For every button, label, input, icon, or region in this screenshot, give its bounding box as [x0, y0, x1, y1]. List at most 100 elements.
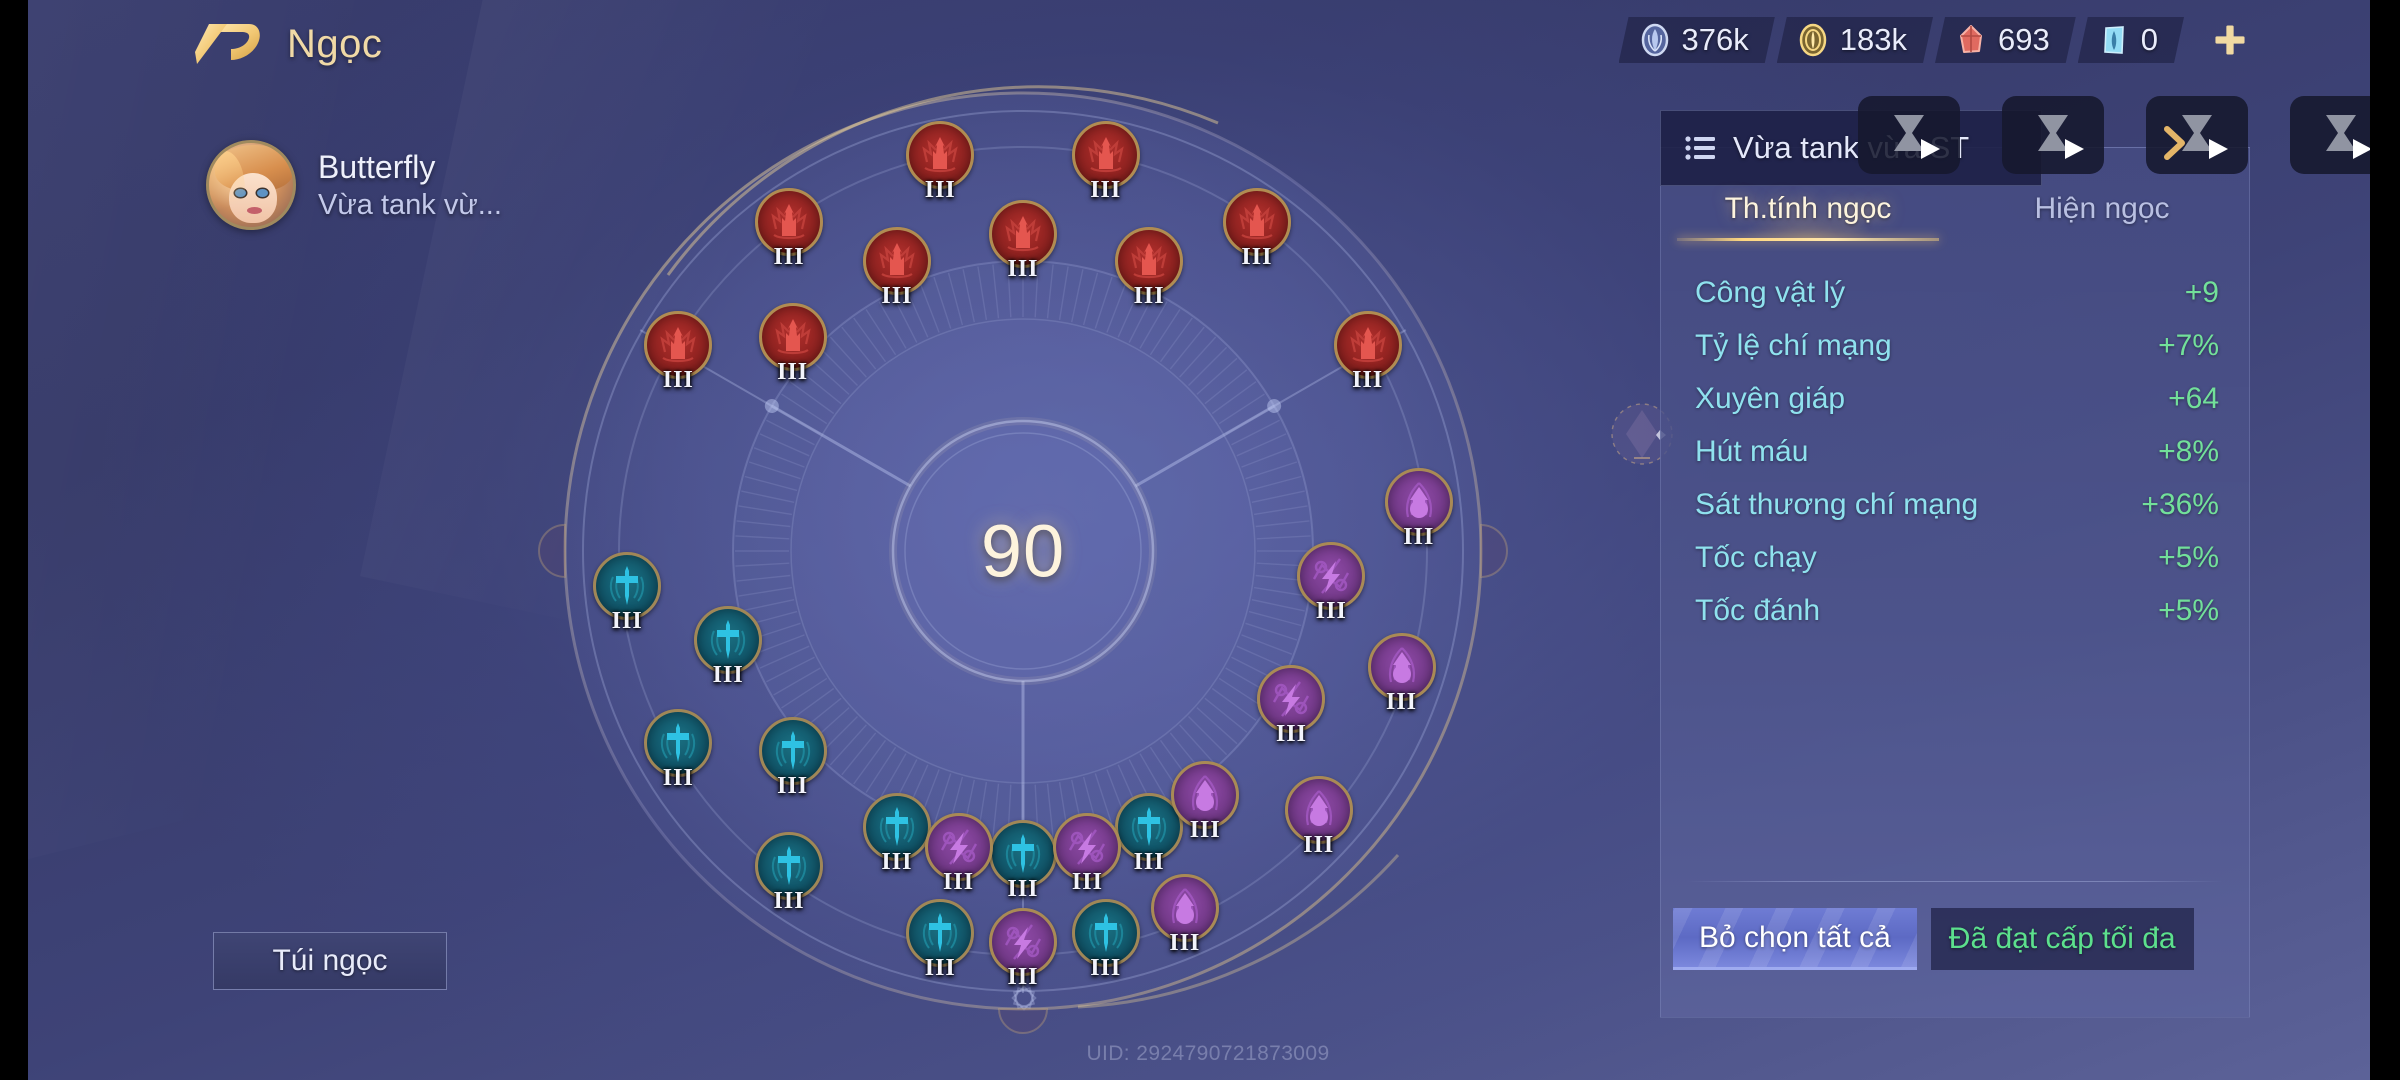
header-bar: Ngọc 376k: [28, 0, 2370, 96]
currency-blue-ticket[interactable]: 0: [2078, 17, 2184, 63]
sword-icon: [1071, 899, 1140, 968]
gem-purple-25[interactable]: III: [1168, 760, 1242, 843]
gem-purple-23[interactable]: III: [1282, 776, 1356, 858]
gem-level-label: III: [924, 176, 956, 203]
flame-icon: [755, 188, 824, 256]
currency-red-crystal[interactable]: 693: [1935, 17, 2076, 63]
gem-cyan-14[interactable]: III: [903, 899, 977, 981]
gem-level-label: III: [611, 607, 643, 634]
video-button[interactable]: [2290, 96, 2370, 174]
gem-purple-29[interactable]: III: [922, 813, 996, 895]
gem-wheel: III III III III III III III III III III III III III I…: [518, 35, 1528, 1075]
letterbox-right: [2370, 0, 2400, 1080]
lightning-icon: [1257, 665, 1326, 733]
stat-row: Sát thương chí mạng +36%: [1695, 488, 2219, 541]
tab-gem-attributes[interactable]: Th.tính ngọc: [1661, 182, 1955, 254]
gem-cyan-20[interactable]: III: [1112, 793, 1186, 875]
gem-cyan-19[interactable]: III: [986, 820, 1060, 902]
stat-label: Tốc đánh: [1695, 594, 1821, 627]
gem-purple-27[interactable]: III: [1254, 665, 1328, 747]
gem-purple-22[interactable]: III: [1365, 632, 1439, 715]
add-currency-button[interactable]: [2208, 18, 2252, 62]
avatar-lips: [247, 207, 262, 214]
broken-image-icon: [2030, 110, 2076, 156]
gem-cyan-15[interactable]: III: [1069, 899, 1143, 981]
flame-icon: [1222, 188, 1291, 256]
gem-purple-21[interactable]: III: [1382, 468, 1456, 550]
currency-bar: 376k 183k: [1619, 16, 2252, 64]
flame-icon: [1115, 226, 1184, 295]
currency-value: 0: [2140, 22, 2158, 57]
sword-icon: [593, 551, 662, 620]
hero-card[interactable]: Butterfly Vừa tank vừ...: [206, 140, 502, 230]
chevron-right-icon[interactable]: [2161, 126, 2187, 160]
lightning-icon: [924, 813, 993, 882]
gem-level-label: III: [773, 887, 805, 914]
gold-coin-icon: [1797, 23, 1829, 57]
broken-image-icon: [2318, 110, 2364, 156]
gem-red-10[interactable]: III: [756, 302, 830, 385]
gem-red-2[interactable]: III: [1069, 120, 1143, 203]
page-title: Ngọc: [287, 21, 383, 66]
gem-level-label: III: [943, 869, 975, 896]
video-thumbnail-row: [1858, 96, 2370, 174]
arrow-drop-icon: [1171, 760, 1240, 829]
stat-value: +5%: [2158, 594, 2219, 627]
gem-level-label: III: [1007, 964, 1039, 990]
gem-level-label: III: [1133, 849, 1165, 876]
lightning-icon: [1297, 542, 1366, 611]
gem-purple-28[interactable]: III: [1050, 813, 1124, 895]
gem-cyan-17[interactable]: III: [756, 717, 830, 799]
stat-value: +64: [2168, 382, 2219, 415]
gem-purple-24[interactable]: III: [1148, 873, 1222, 956]
currency-gold[interactable]: 183k: [1777, 17, 1933, 63]
preset-selector[interactable]: Vừa tank vừa ST: [1660, 110, 2042, 186]
stat-row: Tốc đánh +5%: [1695, 594, 2219, 647]
avatar-glow: [209, 151, 245, 227]
gem-red-9[interactable]: III: [1112, 226, 1186, 309]
game-canvas: Ngọc 376k: [28, 0, 2370, 1080]
gem-purple-30[interactable]: III: [986, 908, 1060, 990]
flame-icon: [758, 302, 827, 371]
arrow-drop-icon: [1367, 632, 1436, 701]
video-button[interactable]: [2002, 96, 2185, 174]
stat-label: Công vật lý: [1695, 276, 1846, 309]
currency-battle-point[interactable]: 376k: [1619, 17, 1775, 63]
lightning-icon: [989, 908, 1057, 976]
gem-red-8[interactable]: III: [986, 200, 1060, 282]
gem-red-4[interactable]: III: [1220, 188, 1294, 270]
currency-value: 376k: [1681, 22, 1749, 57]
letterbox-left: [0, 0, 28, 1080]
gem-cyan-11[interactable]: III: [590, 551, 664, 634]
gem-cyan-13[interactable]: III: [752, 831, 826, 914]
gem-red-5[interactable]: III: [641, 311, 715, 393]
tab-show-gems[interactable]: Hiện ngọc: [1955, 188, 2249, 254]
gem-red-1[interactable]: III: [903, 120, 977, 203]
gem-level-label: III: [1275, 721, 1307, 747]
gem-pouch-button[interactable]: Túi ngọc: [213, 932, 447, 990]
gem-level-label: III: [1090, 176, 1122, 203]
gem-level-label: III: [1169, 929, 1201, 956]
stat-value: +8%: [2158, 435, 2219, 468]
sword-icon: [694, 605, 763, 674]
gem-level-label: III: [1241, 244, 1273, 270]
video-button[interactable]: [1858, 96, 1960, 174]
gem-level-label: III: [777, 358, 809, 385]
gem-red-6[interactable]: III: [1331, 311, 1405, 393]
gem-cyan-16[interactable]: III: [691, 605, 765, 688]
gem-level-label: III: [1189, 816, 1221, 843]
gem-level-label: III: [1315, 598, 1347, 625]
gem-cyan-12[interactable]: III: [641, 709, 715, 791]
gem-red-7[interactable]: III: [860, 226, 934, 309]
max-level-badge: Đã đạt cấp tối đa: [1930, 908, 2194, 970]
gem-red-3[interactable]: III: [752, 188, 826, 270]
flame-icon: [1333, 311, 1402, 379]
stats-list: Công vật lý +9 Tỷ lệ chí mạng +7% Xuyên giáp…: [1695, 276, 2219, 647]
stat-row: Công vật lý +9: [1695, 276, 2219, 329]
gem-level-label: III: [1352, 367, 1384, 393]
gem-purple-26[interactable]: III: [1294, 542, 1368, 624]
red-crystal-icon: [1955, 23, 1987, 57]
deselect-all-button[interactable]: Bỏ chọn tất cả: [1673, 908, 1917, 970]
video-button[interactable]: [2146, 96, 2248, 174]
